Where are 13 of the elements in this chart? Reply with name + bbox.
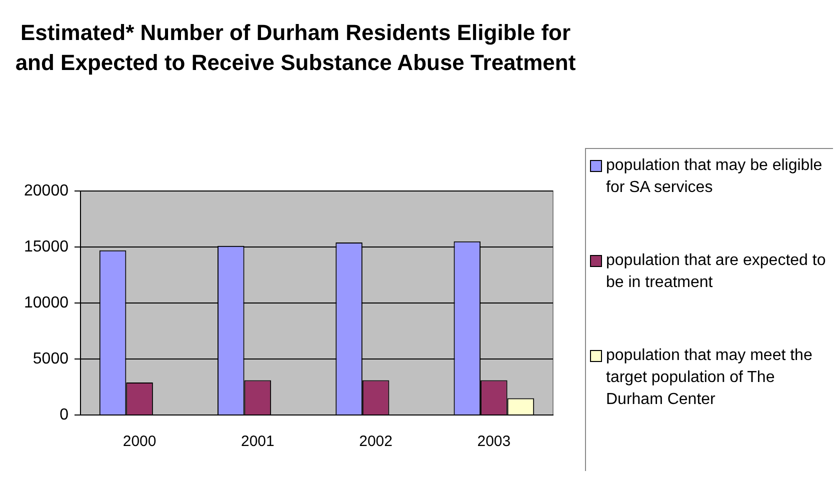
legend-label: population that may be eligible for SA services [606,156,824,198]
y-tick-label: 5000 [32,350,69,368]
x-tick-label: 2003 [477,433,511,450]
y-tick-label: 15000 [24,238,69,256]
x-tick-label: 2000 [122,433,156,450]
y-tick-label: 0 [60,406,69,424]
x-tick-label: 2001 [240,433,274,450]
y-tick-label: 10000 [24,294,69,312]
legend-label: population that may meet the target population of The Durham Center [606,346,814,410]
chart-title: Estimated* Number of Durham Residents Eligible for and Expected to Receive Substance Abuse Treatment [14,19,577,77]
legend-label: population that are expected to be in treatment [606,251,827,293]
x-tick-label: 2002 [359,433,392,450]
y-tick-label: 20000 [24,182,69,200]
